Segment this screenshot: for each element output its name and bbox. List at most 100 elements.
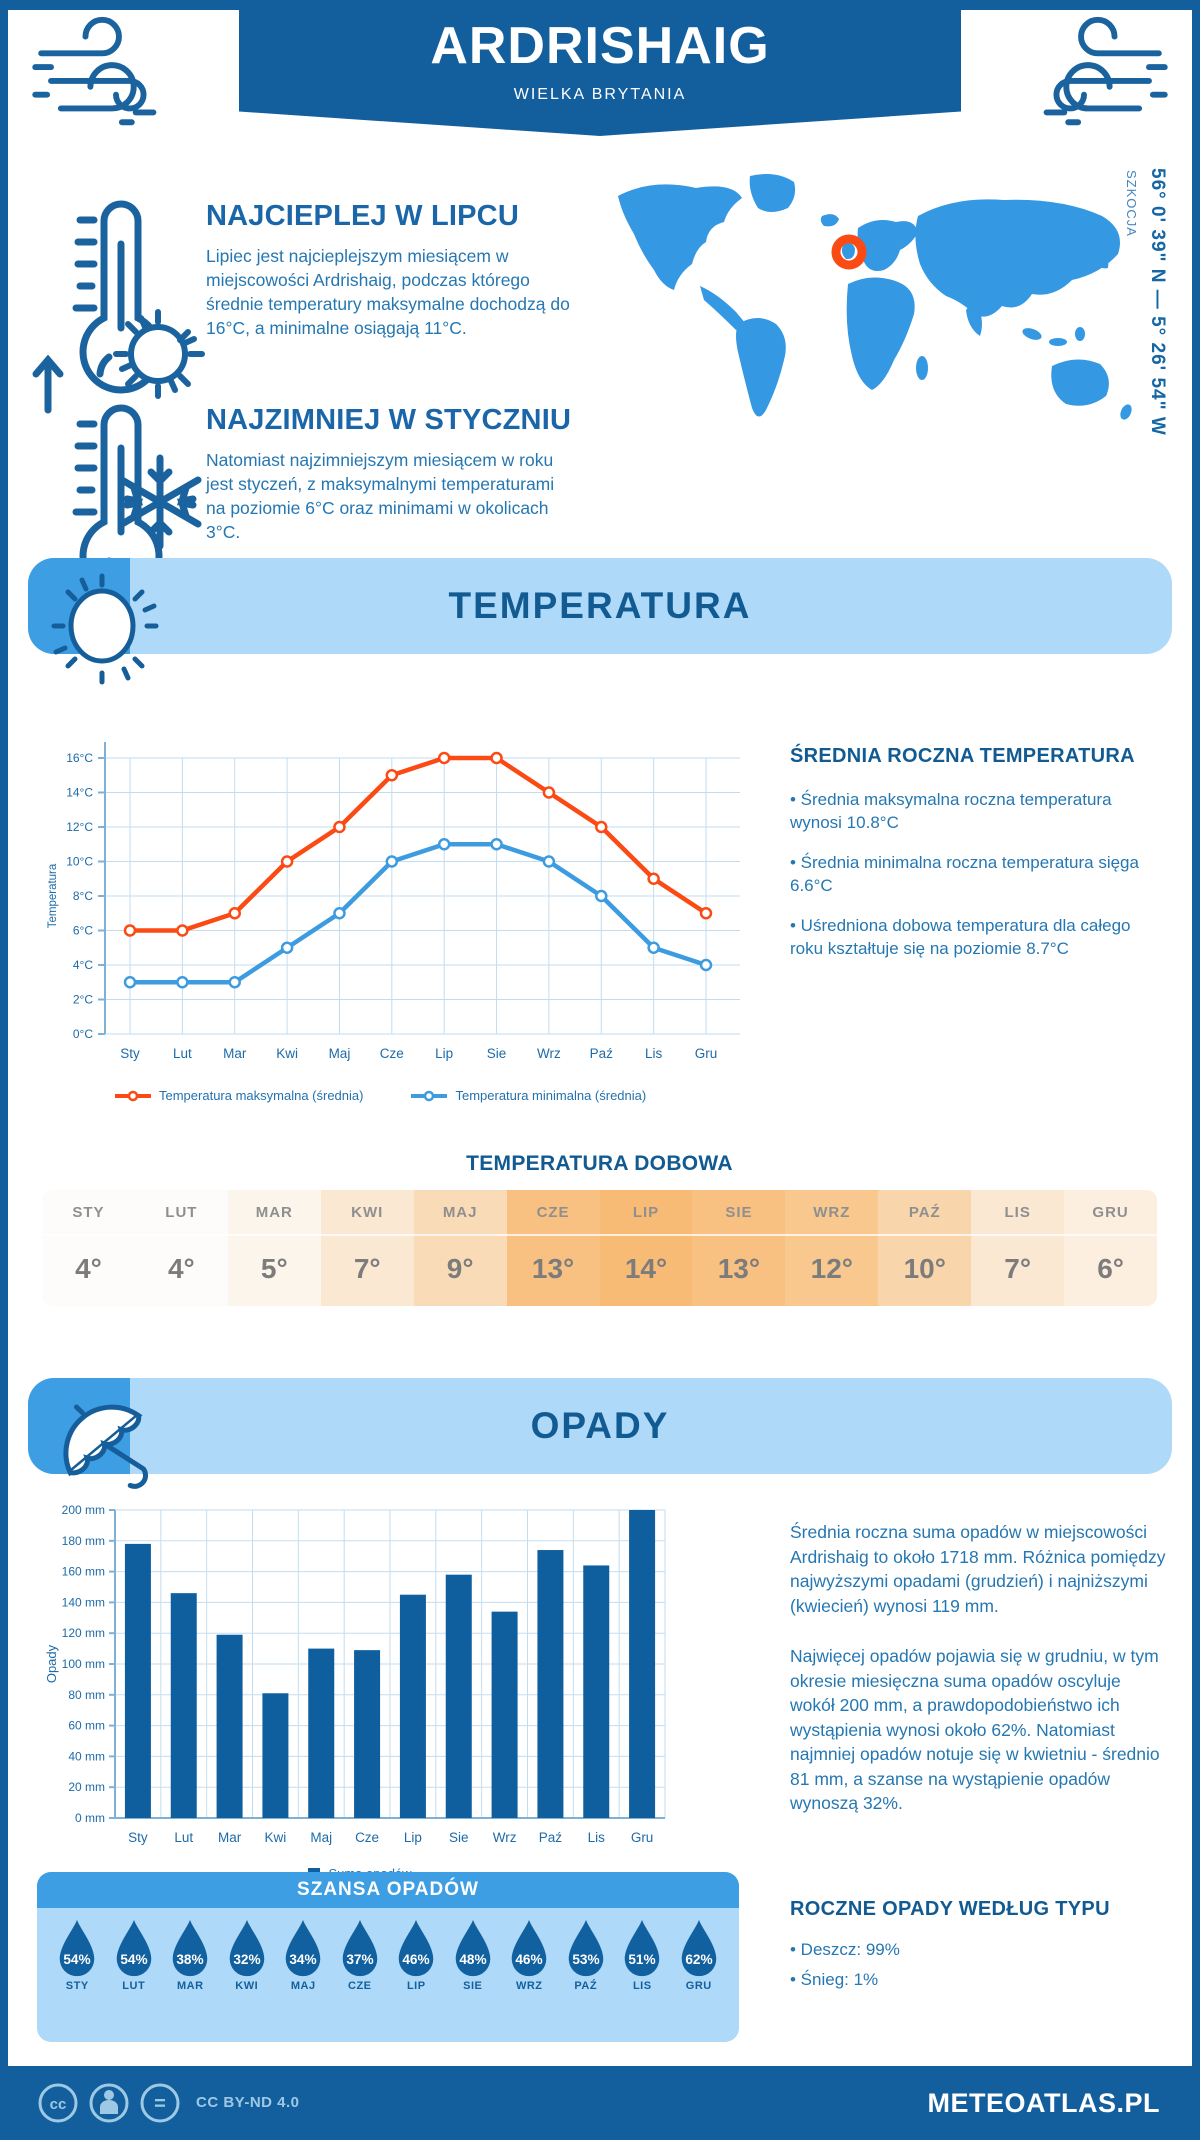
x-tick: Kwi [276,1046,298,1061]
droplet-icon: 34% [285,1919,321,1977]
brand-label: METEOATLAS.PL [927,2088,1160,2118]
month-label: PAŹ [908,1204,941,1221]
legend-label: Temperatura minimalna (średnia) [455,1088,647,1103]
droplet-icon: 62% [681,1919,717,1977]
rain-chance-droplet: 38% MAR [162,1918,219,1992]
y-tick: 120 mm [62,1626,105,1640]
y-tick: 2°C [73,993,93,1007]
temperature-value: 9° [413,1234,507,1306]
droplet-icon: 53% [568,1919,604,1977]
month-label: LIP [632,1204,660,1221]
month-label: MAJ [442,1204,478,1221]
daily-temp-cell: KWI 7° [320,1190,414,1306]
daily-temp-cell: LIS 7° [971,1190,1065,1306]
precipitation-text: Średnia roczna suma opadów w miejscowośc… [790,1520,1168,1816]
data-point [228,976,241,989]
month-label: LIS [1004,1204,1031,1221]
month-label: MAR [255,1204,293,1221]
line-series [130,755,708,933]
droplet-icon: 46% [511,1919,547,1977]
precipitation-chance-title: SZANSA OPADÓW [37,1872,739,1908]
warm-heading: NAJCIEPLEJ W LIPCU [206,200,519,232]
sun-icon [51,573,159,685]
x-tick: Wrz [493,1830,517,1845]
month-label: GRU [1092,1204,1129,1221]
daily-temp-cell: SIE 13° [692,1190,786,1306]
y-tick: 8°C [73,889,93,903]
month-label: GRU [685,1980,712,1992]
x-tick: Mar [223,1046,247,1061]
annual-bullet: • Uśredniona dobowa temperatura dla całe… [790,915,1131,959]
region-label: SZKOCJA [1124,170,1139,237]
x-tick: Lis [588,1830,606,1845]
y-tick: 40 mm [68,1749,105,1763]
x-tick: Sie [487,1046,507,1061]
bar [354,1650,381,1818]
frame-left [0,0,8,2140]
month-label: CZE [348,1980,372,1992]
rain-chance-droplet: 48% SIE [445,1918,502,1992]
y-tick: 180 mm [62,1534,105,1548]
rain-chance-droplet: 53% PAŹ [558,1918,615,1992]
line-series [130,842,707,985]
x-tick: Sty [128,1830,148,1845]
data-point [385,769,399,782]
droplet-icon: 38% [172,1919,208,1977]
temperature-value: 14° [599,1234,693,1306]
data-point [490,751,503,765]
annual-temperature-heading: ŚREDNIA ROCZNA TEMPERATURA [790,745,1135,767]
y-axis-label: Opady [44,1644,59,1683]
x-tick: Gru [631,1830,654,1845]
y-tick: 0 mm [75,1811,105,1825]
y-tick: 200 mm [62,1503,105,1517]
y-tick: 14°C [66,786,93,800]
x-tick: Lut [174,1830,193,1845]
x-tick: Sty [120,1046,140,1061]
month-label: CZE [536,1204,570,1221]
data-point [333,820,346,834]
daily-temp-cell: MAJ 9° [413,1190,507,1306]
bar [537,1550,564,1818]
month-label: LUT [122,1980,146,1992]
bar [124,1543,151,1818]
data-point [542,786,556,799]
x-tick: Sie [449,1830,469,1845]
annual-temperature-bullets: • Średnia maksymalna roczna temperatura … [790,788,1162,977]
rain-chance-droplet: 46% LIP [388,1918,445,1992]
y-tick: 60 mm [68,1719,105,1733]
data-point [176,976,189,989]
svg-text:=: = [154,2093,166,2115]
month-label: STY [65,1980,89,1992]
month-label: WRZ [813,1204,851,1221]
chance-value: 48% [459,1952,486,1967]
line-chart-legend: Temperatura maksymalna (średnia) Temperat… [115,1088,646,1103]
chance-value: 54% [120,1952,147,1967]
legend-marker [115,1090,151,1101]
temperature-value: 7° [320,1234,414,1306]
svg-text:cc: cc [50,2096,67,2113]
legend-item: Temperatura maksymalna (średnia) [115,1088,363,1103]
month-label: SIE [725,1204,753,1221]
chance-value: 53% [572,1952,599,1967]
chance-value: 54% [64,1952,91,1967]
bar [445,1574,472,1818]
daily-temp-cell: STY 4° [42,1190,135,1306]
y-tick: 20 mm [68,1780,105,1794]
x-tick: Wrz [537,1046,561,1061]
month-label: LIS [632,1980,652,1992]
chance-value: 32% [233,1952,260,1967]
daily-temperature-table: STY 4° LUT 4° MAR 5° KWI 7° MAJ 9° CZE 13° LIP 14° SIE… [42,1190,1158,1306]
umbrella-icon [63,1404,149,1489]
droplet-icon: 37% [342,1919,378,1977]
data-point [647,941,660,954]
bar [216,1634,243,1818]
daily-temp-cell: GRU 6° [1064,1190,1158,1306]
bar [308,1648,335,1818]
footer: cc = CC BY-ND 4.0 METEOATLAS.PL [0,2066,1200,2140]
daily-temp-cell: PAŹ 10° [878,1190,972,1306]
data-point [437,751,451,765]
precipitation-chance-panel: SZANSA OPADÓW 54% STY 54% LUT 38% MAR 32% KWI 34… [37,1872,739,2042]
month-label: KWI [235,1980,259,1992]
month-label: MAJ [290,1980,316,1992]
header-banner: ARDRISHAIG WIELKA BRYTANIA [239,0,961,136]
